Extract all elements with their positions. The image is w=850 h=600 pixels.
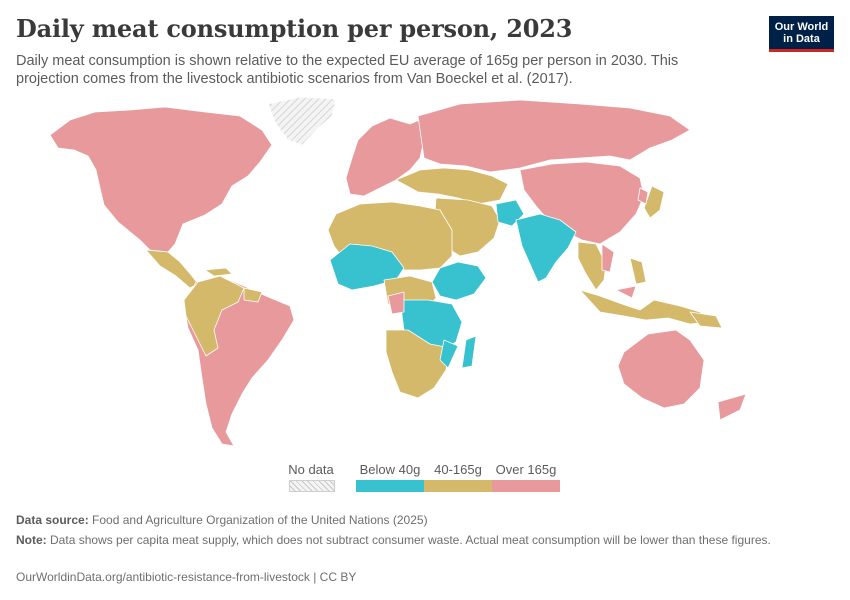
central-america-region[interactable] (145, 249, 199, 289)
caribbean-region[interactable] (204, 267, 233, 277)
australia-region[interactable] (617, 329, 705, 409)
russia-region[interactable] (417, 99, 691, 173)
madagascar-region[interactable] (461, 335, 477, 369)
chart-subtitle: Daily meat consumption is shown relative… (16, 53, 679, 87)
greenland-region[interactable] (267, 96, 337, 146)
europe-region[interactable] (345, 117, 425, 197)
indonesia-region[interactable] (579, 289, 711, 325)
southern-africa-region[interactable] (385, 329, 451, 399)
legend-bin-below-40g-swatch[interactable] (356, 480, 424, 492)
data-source-label: Data source: (16, 513, 89, 527)
horn-of-africa-region[interactable] (431, 261, 487, 301)
world-map (49, 96, 747, 447)
map-legend: No data Below 40g 40-165g Over 165g (287, 462, 567, 496)
japan-region[interactable] (643, 185, 665, 219)
korea-region[interactable] (637, 187, 649, 205)
mozambique-region[interactable] (439, 339, 459, 369)
west-africa-low-region[interactable] (329, 243, 405, 291)
guianas-region[interactable] (243, 287, 263, 303)
legend-no-data-swatch[interactable] (289, 480, 335, 492)
india-region[interactable] (515, 213, 577, 283)
legend-bin-40-165g-label: 40-165g (434, 462, 482, 477)
data-source-line: Data source: Food and Agriculture Organi… (16, 513, 428, 528)
southeast-asia-region[interactable] (577, 241, 607, 291)
source-url[interactable]: OurWorldinData.org/antibiotic-resistance… (16, 570, 357, 584)
legend-bin-over-165g-label: Over 165g (495, 462, 557, 477)
vietnam-region[interactable] (601, 243, 615, 273)
china-region[interactable] (519, 161, 645, 245)
philippines-region[interactable] (629, 257, 647, 285)
congo-region[interactable] (387, 291, 405, 315)
eastern-europe-region[interactable] (395, 167, 509, 205)
note-text: Data shows per capita meat supply, which… (50, 533, 771, 547)
owid-logo[interactable]: Our World in Data (769, 16, 834, 52)
malaysia-region[interactable] (615, 285, 637, 299)
note-label: Note: (16, 533, 47, 547)
andean-region[interactable] (183, 275, 245, 357)
data-source-text[interactable]: Food and Agriculture Organization of the… (92, 513, 428, 527)
papua-region[interactable] (689, 311, 723, 329)
new-zealand-region[interactable] (717, 393, 747, 421)
logo-line-2: in Data (783, 33, 820, 45)
legend-no-data-label: No data (288, 462, 334, 477)
legend-bin-40-165g-swatch[interactable] (424, 480, 492, 492)
north-america-region[interactable] (49, 106, 273, 253)
logo-line-1: Our World (774, 21, 829, 33)
chart-title: Daily meat consumption per person, 2023 (16, 14, 573, 43)
note-line: Note: Data shows per capita meat supply,… (16, 533, 806, 548)
legend-bin-below-40g-label: Below 40g (359, 462, 421, 477)
legend-bin-over-165g-swatch[interactable] (492, 480, 560, 492)
